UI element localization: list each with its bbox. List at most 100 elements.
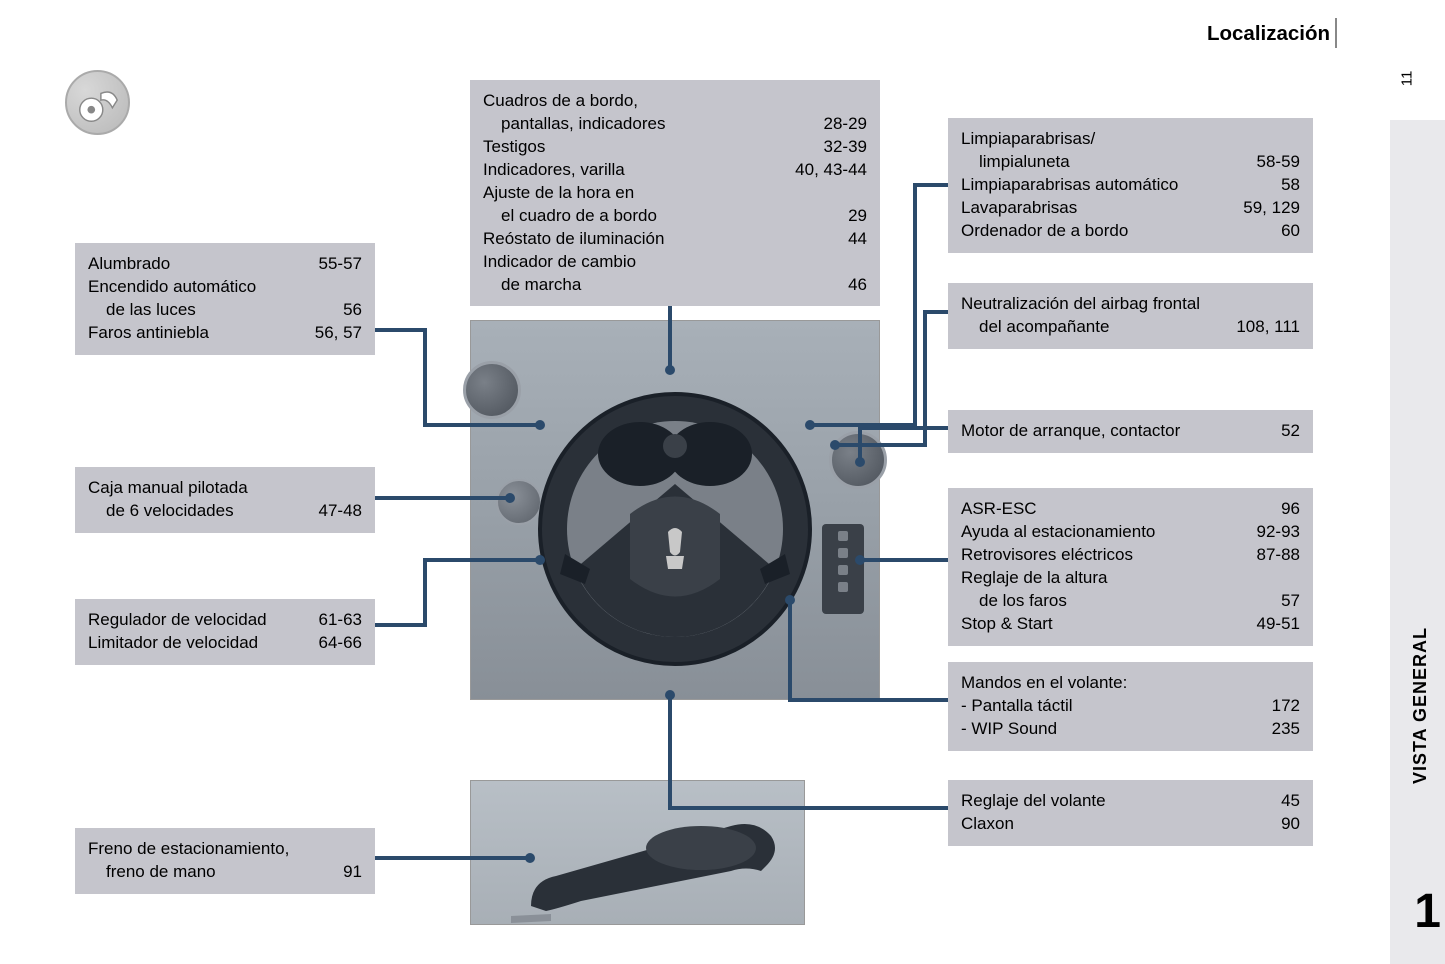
callout-row: Limpiaparabrisas automático 58 <box>961 174 1300 197</box>
callout-label: Reglaje de la altura <box>961 567 1127 590</box>
callout-row: Reóstato de iluminación44 <box>483 228 867 251</box>
callout-page <box>1255 567 1300 590</box>
callout-row: del acompañante 108, 111 <box>961 316 1300 339</box>
callout-label: Reglaje del volante <box>961 790 1126 813</box>
callout-page: 55-57 <box>317 253 362 276</box>
callout-label: Regulador de velocidad <box>88 609 287 632</box>
callout-page: 58-59 <box>1255 151 1300 174</box>
callout-page: 28-29 <box>822 113 867 136</box>
callout-page: 57 <box>1255 590 1300 613</box>
callout-row: Testigos 32-39 <box>483 136 867 159</box>
callout-page: 40, 43-44 <box>795 159 867 182</box>
callout-page: 52 <box>1255 420 1300 443</box>
callout-row: Mandos en el volante: <box>961 672 1300 695</box>
callout-page: 172 <box>1255 695 1300 718</box>
callout-label: Limitador de velocidad <box>88 632 278 655</box>
callout-label: Stop & Start <box>961 613 1073 636</box>
callout-row: Motor de arranque, contactor52 <box>961 420 1300 443</box>
callout-label: - Pantalla táctil <box>961 695 1093 718</box>
callout-page: 32-39 <box>822 136 867 159</box>
callout-label: Encendido automático <box>88 276 276 299</box>
button-panel-icon <box>822 524 864 614</box>
section-title: VISTA GENERAL <box>1410 627 1431 784</box>
callout-page: 61-63 <box>317 609 362 632</box>
callout-label: Claxon <box>961 813 1034 836</box>
callout-page <box>822 251 867 274</box>
callout-page <box>317 276 362 299</box>
page-container: Localización 11 VISTA GENERAL 1 <box>0 0 1445 964</box>
callout-label: Neutralización del airbag frontal <box>961 293 1220 316</box>
callout-row: limpialuneta58-59 <box>961 151 1300 174</box>
callout-row: de marcha 46 <box>483 274 867 297</box>
callout-label: Testigos <box>483 136 565 159</box>
side-tab: VISTA GENERAL 1 <box>1390 120 1445 964</box>
callout-row: Cuadros de a bordo, <box>483 90 867 113</box>
steering-wheel-icon <box>530 384 820 674</box>
callout-label: - WIP Sound <box>961 718 1077 741</box>
callout-instrument: Cuadros de a bordo,pantallas, indicadore… <box>470 80 880 306</box>
callout-asr: ASR-ESC96Ayuda al estacionamiento92-93Re… <box>948 488 1313 646</box>
callout-row: Retrovisores eléctricos87-88 <box>961 544 1300 567</box>
page-number-top: 11 <box>1399 71 1416 87</box>
callout-page: 60 <box>1255 220 1300 243</box>
callout-airbag: Neutralización del airbag frontaldel aco… <box>948 283 1313 349</box>
callout-row: de las luces56 <box>88 299 362 322</box>
callout-label: freno de mano <box>88 861 236 884</box>
callout-label: Limpiaparabrisas/ <box>961 128 1115 151</box>
vent-left-icon <box>463 361 521 419</box>
callout-row: Neutralización del airbag frontal <box>961 293 1300 316</box>
callout-gearbox: Caja manual pilotadade 6 velocidades47-4… <box>75 467 375 533</box>
callout-label: Ordenador de a bordo <box>961 220 1148 243</box>
callout-row: Freno de estacionamiento, <box>88 838 362 861</box>
callout-row: - Pantalla táctil 172 <box>961 695 1300 718</box>
callout-wheel: Reglaje del volante45Claxon90 <box>948 780 1313 846</box>
callout-wipers: Limpiaparabrisas/limpialuneta58-59Limpia… <box>948 118 1313 253</box>
callout-page: 235 <box>1255 718 1300 741</box>
callout-label: Lavaparabrisas <box>961 197 1097 220</box>
callout-label: Freno de estacionamiento, <box>88 838 309 861</box>
callout-label: del acompañante <box>961 316 1129 339</box>
callout-row: Claxon90 <box>961 813 1300 836</box>
callout-page: 58 <box>1255 174 1300 197</box>
callout-label: de marcha <box>483 274 601 297</box>
callout-row: Indicadores, varilla40, 43-44 <box>483 159 867 182</box>
callout-page: 92-93 <box>1255 521 1300 544</box>
callout-row: Reglaje de la altura <box>961 567 1300 590</box>
callout-label: Ajuste de la hora en <box>483 182 654 205</box>
callout-row: - WIP Sound 235 <box>961 718 1300 741</box>
callout-label: Faros antiniebla <box>88 322 229 345</box>
callout-label: pantallas, indicadores <box>483 113 685 136</box>
handbrake-illustration <box>470 780 805 925</box>
callout-page: 56, 57 <box>315 322 362 345</box>
callout-row: freno de mano91 <box>88 861 362 884</box>
callout-parking: Freno de estacionamiento,freno de mano91 <box>75 828 375 894</box>
header-title: Localización <box>1207 22 1330 46</box>
dashboard-illustration <box>470 320 880 700</box>
callout-page: 108, 111 <box>1236 316 1300 339</box>
callout-page <box>1255 128 1300 151</box>
callout-row: Ajuste de la hora en <box>483 182 867 205</box>
callout-row: Lavaparabrisas59, 129 <box>961 197 1300 220</box>
callout-row: Faros antiniebla 56, 57 <box>88 322 362 345</box>
vent-right-icon <box>829 431 887 489</box>
callout-page: 47-48 <box>317 500 362 523</box>
callout-label: ASR-ESC <box>961 498 1057 521</box>
callout-row: Limpiaparabrisas/ <box>961 128 1300 151</box>
callout-page: 87-88 <box>1255 544 1300 567</box>
callout-label: Mandos en el volante: <box>961 672 1147 695</box>
callout-label: Cuadros de a bordo, <box>483 90 658 113</box>
callout-label: de las luces <box>88 299 216 322</box>
callout-label: Limpiaparabrisas automático <box>961 174 1198 197</box>
callout-row: ASR-ESC96 <box>961 498 1300 521</box>
callout-row: el cuadro de a bordo29 <box>483 205 867 228</box>
callout-page <box>1255 293 1300 316</box>
callout-page: 46 <box>822 274 867 297</box>
chapter-number: 1 <box>1414 884 1441 939</box>
callout-starter: Motor de arranque, contactor52 <box>948 410 1313 453</box>
callout-row: Alumbrado55-57 <box>88 253 362 276</box>
callout-lighting: Alumbrado55-57Encendido automáticode las… <box>75 243 375 355</box>
callout-label: Indicador de cambio <box>483 251 656 274</box>
callout-controls: Mandos en el volante:- Pantalla táctil 17… <box>948 662 1313 751</box>
callout-page: 29 <box>822 205 867 228</box>
callout-label: Caja manual pilotada <box>88 477 268 500</box>
